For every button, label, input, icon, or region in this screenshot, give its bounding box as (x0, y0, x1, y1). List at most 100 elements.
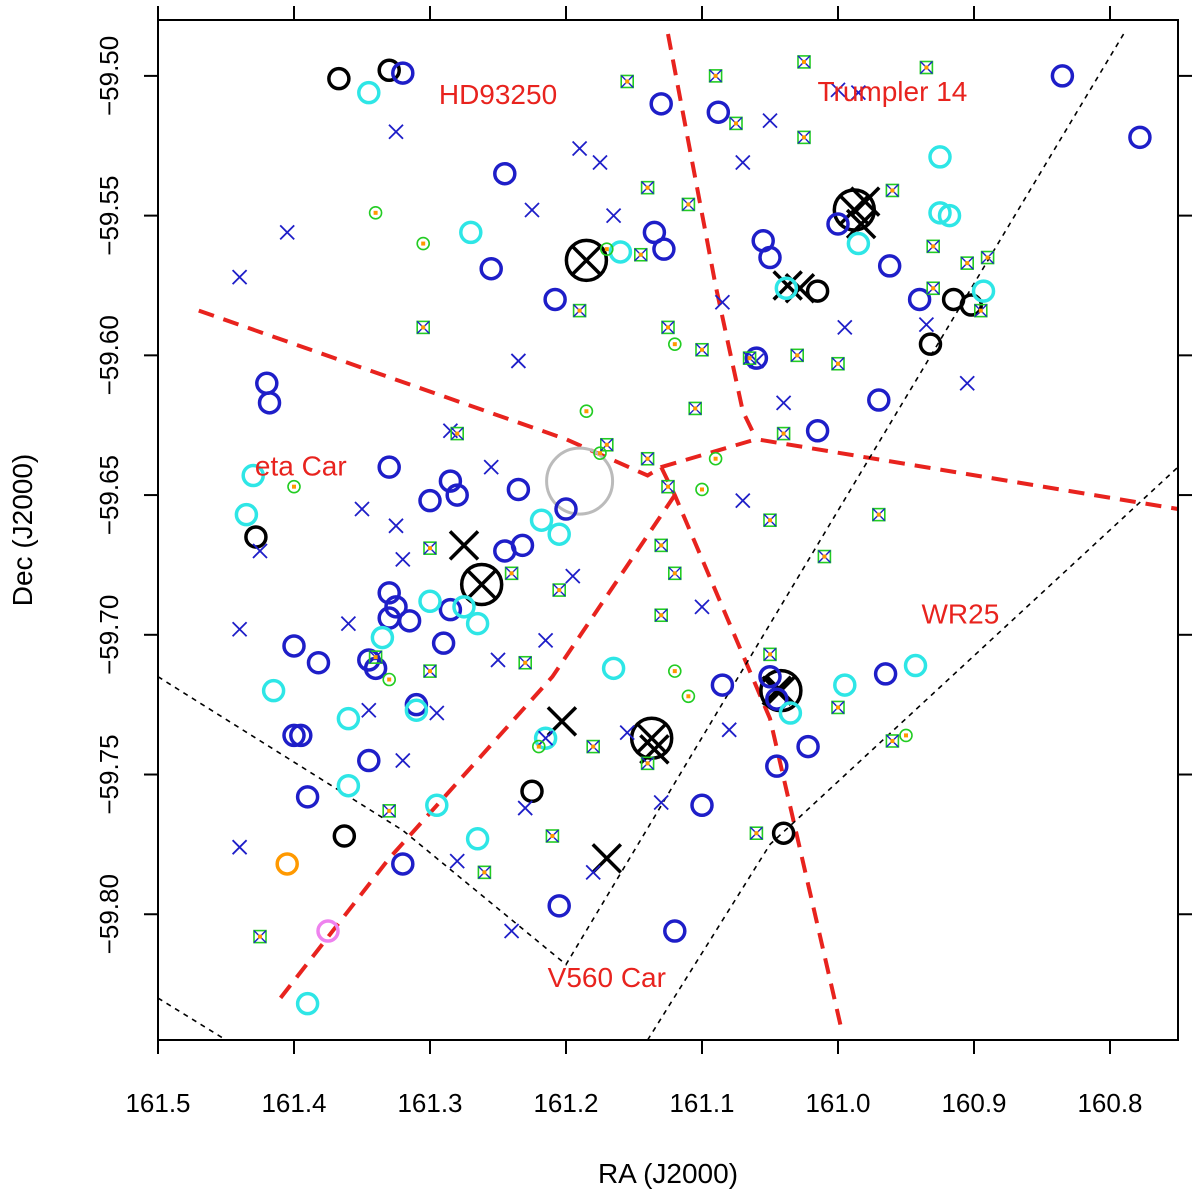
blue-circle-marker (649, 92, 673, 116)
black-cross-marker (448, 530, 480, 561)
blue-cross-marker (694, 599, 710, 615)
green-square-marker (681, 197, 696, 212)
orange-dot-marker (836, 705, 840, 710)
black-boundary-line (157, 997, 227, 1041)
orange-dot-marker (836, 361, 840, 366)
blue-cross-marker (619, 724, 635, 741)
green-square-marker (552, 583, 567, 597)
green-square-marker (620, 74, 635, 89)
green-square-marker (416, 320, 431, 335)
orange-dot-marker (700, 347, 704, 352)
blue-cross-marker (340, 615, 357, 632)
green-square-marker (572, 303, 587, 318)
orange-dot-marker (645, 185, 650, 190)
blue-cross-marker (517, 800, 533, 816)
orange-dot-marker (550, 834, 555, 838)
x-tick-label: 161.2 (533, 1088, 598, 1118)
orange-dot-marker (509, 571, 514, 576)
green-square-marker (763, 513, 777, 528)
blue-cross-marker (279, 224, 295, 241)
blue-cross-marker (483, 459, 499, 475)
orange-dot-marker (700, 487, 704, 492)
red-boundary-line (666, 33, 759, 441)
blue-circle-marker (510, 533, 535, 558)
black-circle-marker (918, 332, 943, 356)
blue-cross-marker (959, 375, 975, 391)
green-square-marker (654, 608, 669, 623)
black-cross-marker (849, 186, 881, 217)
green-square-marker (790, 348, 805, 363)
cyan-circle-marker (937, 203, 962, 228)
cyan-circle-marker (928, 145, 952, 169)
black-boundary-line (646, 466, 1179, 1041)
region-label: eta Car (255, 451, 347, 482)
green-circle-marker (382, 672, 397, 687)
orange-dot-marker (645, 456, 650, 461)
blue-circle-marker (873, 662, 898, 686)
x-tick-label: 161.5 (125, 1088, 190, 1118)
orange-dot-marker (693, 406, 698, 411)
orange-dot-marker (768, 518, 772, 523)
cyan-circle-marker (465, 611, 490, 636)
black-boundary-line (157, 33, 1125, 966)
green-square-marker (871, 507, 886, 522)
black-circle-marker (805, 279, 830, 303)
green-circle-marker (531, 739, 546, 754)
blue-circle-marker (710, 673, 735, 697)
orange-dot-marker (985, 255, 990, 260)
cyan-circle-marker (234, 502, 259, 527)
x-tick-label: 161.3 (397, 1088, 462, 1118)
green-square-marker (688, 401, 703, 416)
green-square-marker (817, 549, 832, 564)
y-axis-title: Dec (J2000) (7, 454, 38, 607)
blue-circle-marker (397, 609, 422, 633)
gray-circle-marker (545, 446, 615, 516)
region-label: WR25 (922, 599, 1000, 630)
cyan-circle-marker (459, 220, 483, 245)
blue-circle-marker (438, 597, 463, 622)
orange-dot-marker (638, 252, 643, 257)
blue-cross-marker (231, 269, 248, 285)
green-square-marker (545, 829, 560, 843)
x-axis: 161.5 161.4 161.3 161.2 161.1 161.0 160.9 160.8 (125, 6, 1143, 1118)
blue-cross-marker (231, 621, 248, 637)
orange-dot-marker (666, 325, 670, 330)
orange-dot-marker (482, 870, 487, 875)
y-tick-label: −59.80 (94, 874, 124, 954)
blue-cross-marker (918, 316, 935, 333)
orange-dot-marker (904, 733, 908, 738)
orange-dot-marker (421, 325, 426, 330)
blue-circle-marker (306, 650, 331, 675)
blue-circle-marker (257, 391, 282, 415)
region-label: Trumpler 14 (817, 76, 967, 107)
green-square-marker (919, 60, 934, 75)
y-tick-label: −59.75 (94, 734, 124, 814)
orange-dot-marker (686, 202, 691, 207)
green-circle-marker (681, 689, 696, 704)
orange-dot-marker (659, 613, 664, 618)
cyan-circle-marker (336, 773, 361, 798)
cyan-circle-marker (529, 508, 554, 532)
blue-circle-marker (295, 785, 320, 809)
blue-circle-marker (867, 388, 891, 412)
green-square-marker (599, 437, 614, 452)
orange-dot-marker (523, 660, 528, 665)
blue-cross-marker (830, 82, 846, 98)
cyan-circle-marker (336, 706, 361, 731)
cyan-circle-marker (533, 726, 558, 750)
plot-frame (157, 19, 1179, 1041)
orange-dot-marker (768, 652, 772, 657)
region-label: HD93250 (439, 79, 557, 110)
blue-circle-marker (758, 664, 782, 689)
blue-cross-marker (442, 423, 459, 439)
region-label: V560 Car (548, 962, 666, 993)
green-square-marker (729, 116, 743, 131)
green-circle-marker (416, 236, 431, 251)
black-large-cross-marker (636, 722, 667, 754)
green-square-marker (797, 130, 811, 145)
green-square-marker (661, 479, 675, 494)
cyan-circle-marker (608, 240, 633, 264)
violet-circle-marker (316, 919, 340, 943)
blue-circle-marker (663, 919, 687, 943)
blue-circle-marker (282, 723, 306, 748)
